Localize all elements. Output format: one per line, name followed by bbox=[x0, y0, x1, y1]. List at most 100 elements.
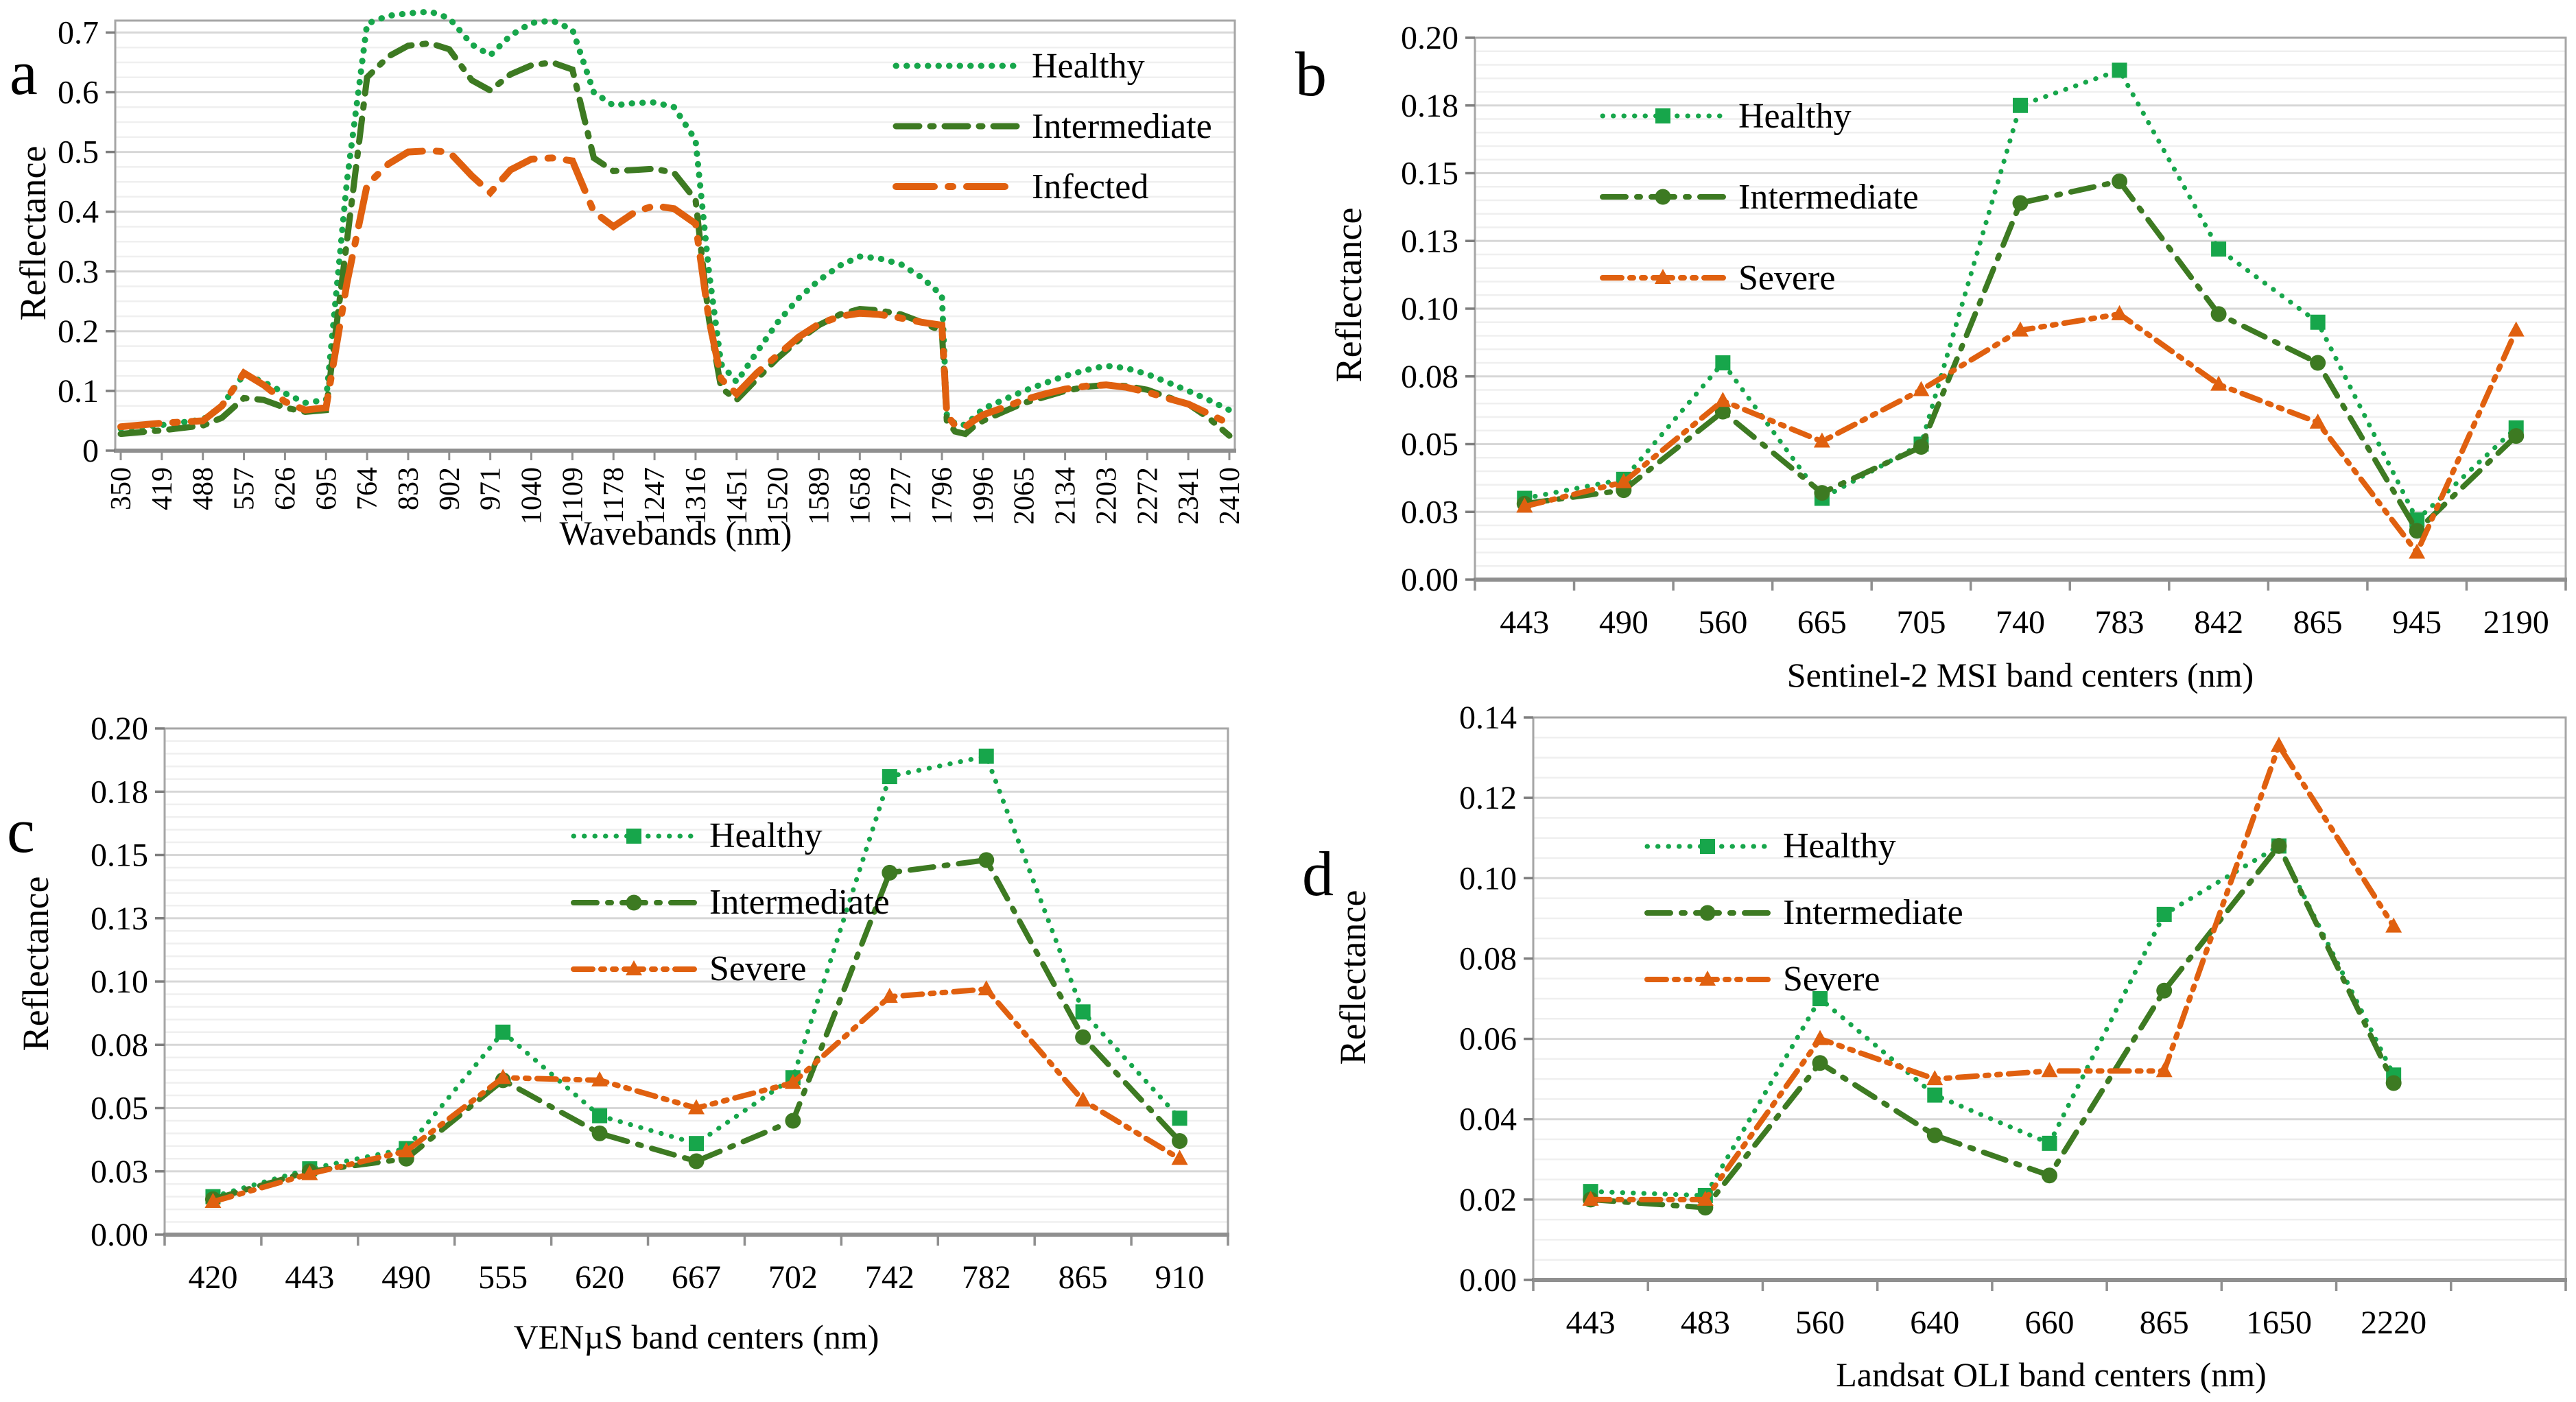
y-tick-label: 0.7 bbox=[58, 14, 99, 51]
y-tick-label: 0.10 bbox=[91, 964, 148, 1000]
x-tick-label: 443 bbox=[285, 1259, 334, 1296]
x-tick-label: 865 bbox=[1059, 1259, 1108, 1296]
x-tick-label: 1796 bbox=[927, 467, 958, 525]
series-a-infected bbox=[117, 147, 1233, 431]
y-axis-title-c: Reflectance bbox=[15, 876, 56, 1052]
panel-label-c: c bbox=[7, 796, 35, 866]
series-line bbox=[117, 147, 1233, 431]
series-c-intermediate bbox=[204, 852, 1188, 1207]
y-tick-label: 0.15 bbox=[1401, 156, 1458, 192]
y-tick-label: 0.20 bbox=[91, 711, 148, 747]
x-tick-label: 1178 bbox=[598, 467, 630, 523]
x-tick-label: 490 bbox=[1599, 604, 1649, 641]
panel-label-b: b bbox=[1295, 39, 1327, 109]
x-tick-label: 560 bbox=[1795, 1305, 1845, 1341]
legend-item: Severe bbox=[569, 936, 890, 1002]
x-tick-label: 865 bbox=[2293, 604, 2343, 641]
y-tick-label: 0.02 bbox=[1459, 1182, 1517, 1218]
legend-label: Severe bbox=[709, 949, 807, 988]
y-tick-label: 0.04 bbox=[1459, 1102, 1517, 1138]
y-tick-label: 0.1 bbox=[58, 373, 99, 409]
legend-line-sample bbox=[893, 62, 1020, 69]
panel-d: 0.00 0.02 0.04 0.06 0.08 0.10 0.12 0.14 443 483 56… bbox=[1459, 700, 2567, 1341]
y-tick-labels-a: 0 0.1 0.2 0.3 0.4 0.5 0.6 0.7 bbox=[58, 14, 115, 469]
legend-label: Healthy bbox=[709, 816, 823, 855]
gridlines-d bbox=[1533, 737, 2566, 1261]
x-axis-title-a: Wavebands (nm) bbox=[559, 514, 792, 552]
x-tick-label: 1040 bbox=[517, 467, 548, 525]
y-tick-label: 0.2 bbox=[58, 313, 99, 350]
legend-item: Healthy bbox=[569, 803, 890, 869]
x-tick-label: 350 bbox=[106, 467, 137, 510]
legend-item: Severe bbox=[1598, 237, 1919, 318]
series-b-severe bbox=[1516, 305, 2525, 559]
legend-panel-a: Healthy Intermediate Infected bbox=[892, 36, 1212, 217]
x-tick-label: 420 bbox=[188, 1259, 237, 1296]
x-tick-label: 902 bbox=[434, 467, 466, 510]
y-tick-label: 0.05 bbox=[91, 1091, 148, 1127]
y-tick-label: 0.03 bbox=[1401, 494, 1458, 530]
x-tick-label: 443 bbox=[1566, 1305, 1616, 1341]
legend-label: Intermediate bbox=[1738, 177, 1919, 217]
x-tick-label: 1658 bbox=[844, 467, 876, 525]
y-tick-label: 0.00 bbox=[1459, 1262, 1517, 1298]
y-tick-label: 0.14 bbox=[1459, 700, 1517, 736]
panel-label-d: d bbox=[1302, 839, 1334, 909]
x-tick-label: 742 bbox=[865, 1259, 914, 1296]
y-axis-title-a: Reflectance bbox=[12, 145, 54, 321]
y-tick-labels-d: 0.00 0.02 0.04 0.06 0.08 0.10 0.12 0.14 bbox=[1459, 700, 1533, 1298]
x-tick-label: 702 bbox=[768, 1259, 818, 1296]
y-axis-title-b: Reflectance bbox=[1328, 207, 1369, 383]
legend-item: Intermediate bbox=[1643, 879, 1963, 946]
x-tick-label: 2272 bbox=[1132, 467, 1163, 525]
x-tick-label: 490 bbox=[381, 1259, 431, 1296]
y-tick-label: 0.12 bbox=[1459, 780, 1517, 816]
x-tick-label: 842 bbox=[2194, 604, 2243, 641]
x-tick-label: 665 bbox=[1797, 604, 1847, 641]
y-tick-label: 0.6 bbox=[58, 75, 99, 111]
x-tick-label: 865 bbox=[2140, 1305, 2189, 1341]
x-tick-label: 695 bbox=[311, 467, 342, 510]
x-tick-label: 667 bbox=[672, 1259, 721, 1296]
x-axis-title-b: Sentinel-2 MSI band centers (nm) bbox=[1786, 656, 2254, 694]
legend-label: Healthy bbox=[1783, 827, 1896, 866]
x-tick-label: 1589 bbox=[803, 467, 835, 525]
y-tick-label: 0.4 bbox=[58, 194, 99, 230]
y-tick-label: 0.00 bbox=[1401, 562, 1458, 598]
y-tick-label: 0.18 bbox=[91, 774, 148, 810]
y-tick-labels-c: 0.00 0.03 0.05 0.08 0.10 0.13 0.15 0.18 0.20 bbox=[91, 711, 165, 1253]
gridlines-a bbox=[115, 31, 1235, 437]
y-tick-label: 0.08 bbox=[1459, 940, 1517, 977]
x-tick-label: 626 bbox=[270, 467, 301, 510]
x-tick-label: 764 bbox=[352, 467, 383, 510]
x-tick-label: 833 bbox=[393, 467, 425, 510]
x-tick-label: 1520 bbox=[763, 467, 794, 525]
legend-label: Severe bbox=[1738, 258, 1836, 298]
y-axis-title-d: Reflectance bbox=[1332, 890, 1373, 1065]
x-tick-label: 2203 bbox=[1091, 467, 1122, 525]
series-line bbox=[1522, 178, 2519, 536]
y-tick-label: 0.3 bbox=[58, 254, 99, 290]
legend-line-sample bbox=[571, 960, 697, 975]
x-tick-label: 483 bbox=[1681, 1305, 1730, 1341]
x-tick-label: 488 bbox=[188, 467, 220, 510]
x-tick-label: 945 bbox=[2392, 604, 2442, 641]
legend-item: Healthy bbox=[1598, 75, 1919, 156]
x-tick-label: 740 bbox=[1996, 604, 2045, 641]
y-tick-label: 0.15 bbox=[91, 837, 148, 874]
x-tick-labels-d: 443 483 560 640 660 865 1650 2220 bbox=[1532, 1280, 2567, 1341]
x-tick-label: 1247 bbox=[639, 467, 671, 525]
x-tick-label: 1996 bbox=[968, 467, 1000, 525]
y-tick-label: 0.13 bbox=[1401, 223, 1458, 259]
y-tick-label: 0.10 bbox=[1401, 291, 1458, 327]
x-tick-label: 555 bbox=[478, 1259, 528, 1296]
series-line bbox=[1588, 842, 2396, 1198]
x-tick-label: 2220 bbox=[2361, 1305, 2426, 1341]
series-line bbox=[1587, 840, 2397, 1211]
x-tick-label: 560 bbox=[1698, 604, 1747, 641]
legend-item: Intermediate bbox=[892, 96, 1212, 156]
x-tick-label: 2134 bbox=[1050, 467, 1082, 525]
y-tick-label: 0.00 bbox=[91, 1217, 148, 1253]
